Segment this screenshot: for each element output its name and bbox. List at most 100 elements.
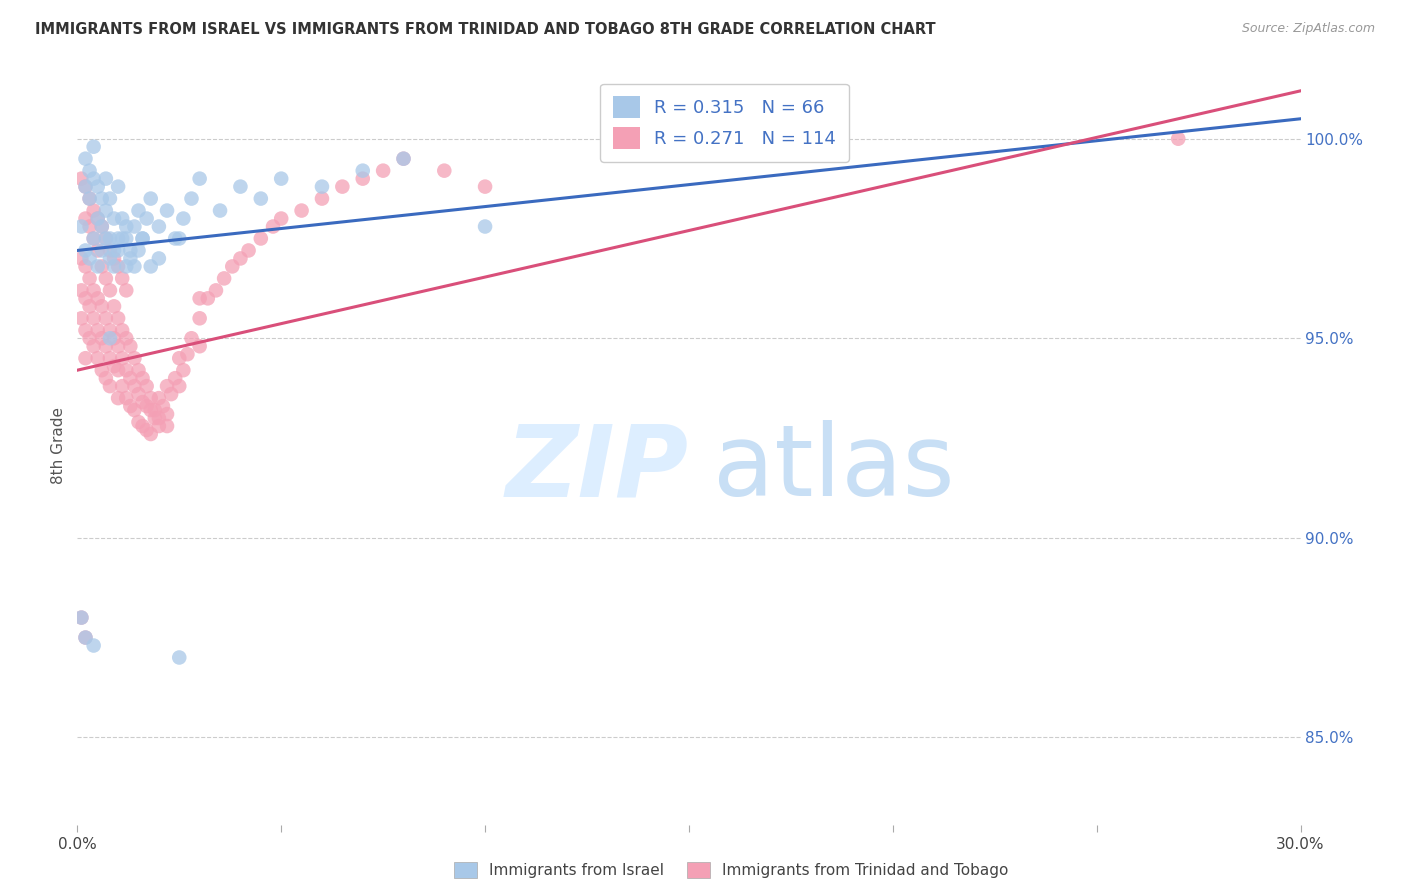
Point bbox=[75, 631, 97, 645]
Point bbox=[124, 219, 146, 234]
Point bbox=[139, 427, 162, 442]
Point bbox=[98, 323, 121, 337]
Point bbox=[111, 211, 134, 226]
Point bbox=[90, 260, 112, 274]
Point bbox=[94, 271, 117, 285]
Point bbox=[94, 171, 117, 186]
Point bbox=[75, 179, 97, 194]
Point bbox=[79, 271, 101, 285]
Point bbox=[135, 379, 157, 393]
Point bbox=[75, 351, 97, 366]
Point bbox=[165, 231, 187, 245]
Point bbox=[98, 231, 121, 245]
Point bbox=[311, 179, 333, 194]
Point bbox=[90, 363, 112, 377]
Point bbox=[90, 299, 112, 313]
Point bbox=[103, 331, 125, 345]
Point bbox=[98, 351, 121, 366]
Point bbox=[115, 231, 138, 245]
Point bbox=[87, 179, 110, 194]
Point bbox=[103, 260, 125, 274]
Point bbox=[250, 231, 273, 245]
Point bbox=[111, 323, 134, 337]
Point bbox=[1167, 132, 1189, 146]
Point bbox=[169, 351, 191, 366]
Point bbox=[94, 371, 117, 385]
Point bbox=[107, 231, 129, 245]
Point bbox=[152, 399, 174, 413]
Point bbox=[75, 260, 97, 274]
Point bbox=[124, 351, 146, 366]
Point bbox=[90, 192, 112, 206]
Point bbox=[90, 219, 112, 234]
Point bbox=[94, 231, 117, 245]
Point bbox=[188, 291, 211, 305]
Point bbox=[90, 244, 112, 258]
Point bbox=[221, 260, 243, 274]
Point bbox=[70, 284, 93, 298]
Point bbox=[98, 284, 121, 298]
Point bbox=[124, 379, 146, 393]
Point bbox=[98, 331, 121, 345]
Point bbox=[103, 211, 125, 226]
Point bbox=[70, 311, 93, 326]
Point bbox=[75, 323, 97, 337]
Point bbox=[143, 403, 166, 417]
Point bbox=[169, 379, 191, 393]
Point bbox=[392, 152, 415, 166]
Point bbox=[79, 299, 101, 313]
Point bbox=[169, 231, 191, 245]
Point bbox=[107, 311, 129, 326]
Point bbox=[98, 244, 121, 258]
Point bbox=[229, 252, 252, 266]
Point bbox=[131, 231, 153, 245]
Point bbox=[83, 203, 105, 218]
Point bbox=[90, 331, 112, 345]
Point bbox=[205, 284, 228, 298]
Point bbox=[135, 423, 157, 437]
Point bbox=[139, 403, 162, 417]
Point bbox=[111, 271, 134, 285]
Point bbox=[148, 219, 170, 234]
Point bbox=[79, 252, 101, 266]
Point bbox=[115, 391, 138, 405]
Point bbox=[135, 399, 157, 413]
Point bbox=[127, 203, 149, 218]
Point bbox=[120, 371, 142, 385]
Point bbox=[79, 331, 101, 345]
Point bbox=[115, 331, 138, 345]
Point bbox=[94, 231, 117, 245]
Point bbox=[148, 411, 170, 425]
Point bbox=[127, 363, 149, 377]
Point bbox=[197, 291, 219, 305]
Point bbox=[94, 339, 117, 353]
Point bbox=[311, 192, 333, 206]
Point bbox=[103, 359, 125, 374]
Point bbox=[124, 260, 146, 274]
Point bbox=[94, 203, 117, 218]
Point bbox=[83, 639, 105, 653]
Point bbox=[156, 203, 179, 218]
Point bbox=[139, 260, 162, 274]
Point bbox=[127, 387, 149, 401]
Point bbox=[103, 244, 125, 258]
Point bbox=[115, 284, 138, 298]
Point bbox=[127, 415, 149, 429]
Point bbox=[139, 391, 162, 405]
Point bbox=[270, 171, 292, 186]
Point bbox=[180, 331, 202, 345]
Point bbox=[115, 219, 138, 234]
Point bbox=[148, 252, 170, 266]
Point bbox=[180, 192, 202, 206]
Point bbox=[70, 610, 93, 624]
Point bbox=[127, 244, 149, 258]
Point bbox=[87, 260, 110, 274]
Point bbox=[229, 179, 252, 194]
Text: Source: ZipAtlas.com: Source: ZipAtlas.com bbox=[1241, 22, 1375, 36]
Point bbox=[87, 211, 110, 226]
Point bbox=[87, 291, 110, 305]
Point bbox=[596, 139, 619, 153]
Point bbox=[107, 363, 129, 377]
Point bbox=[79, 192, 101, 206]
Point bbox=[143, 411, 166, 425]
